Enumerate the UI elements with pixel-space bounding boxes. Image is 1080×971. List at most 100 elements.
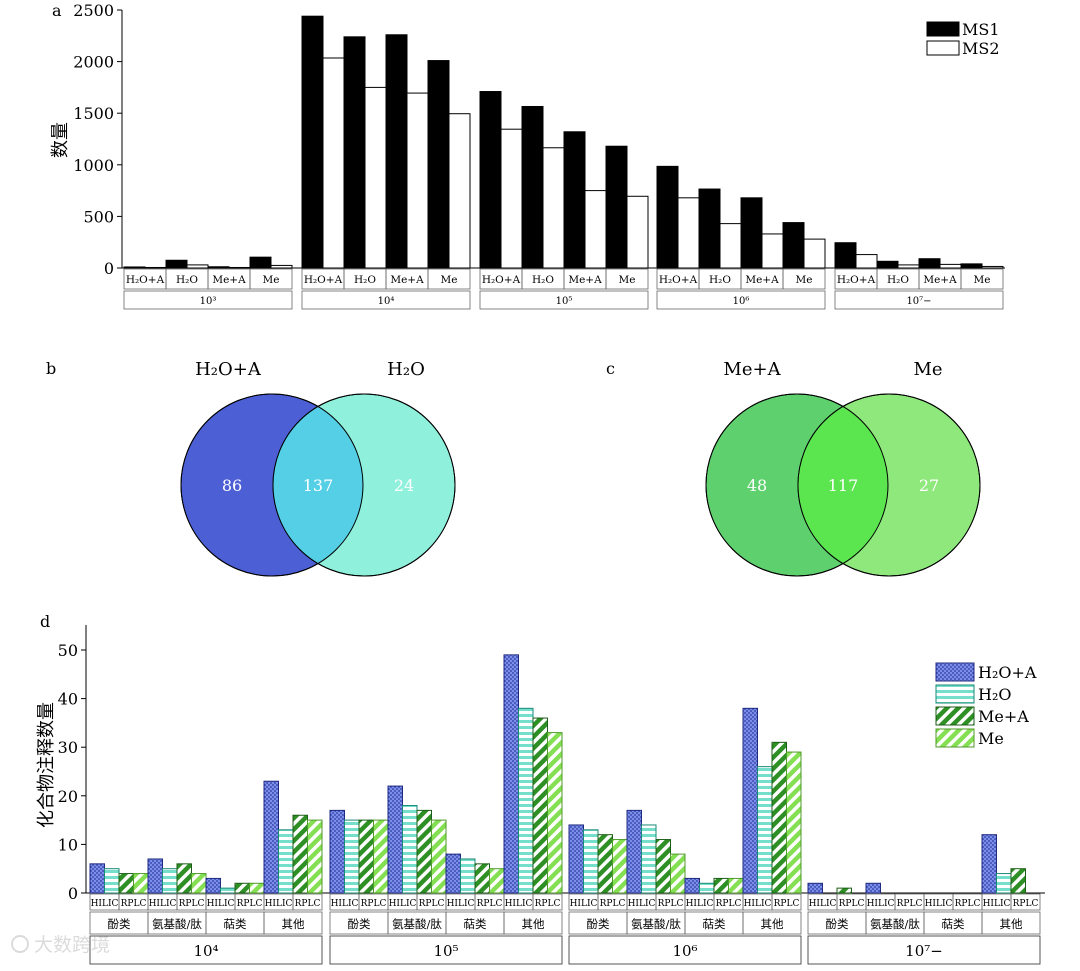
chart-a-bar-ms2-2-4 [448, 113, 471, 269]
chart-a-category-label: H₂O [176, 274, 198, 286]
chart-d-bar-3-1-hilic-1 [568, 824, 584, 894]
chart-a-bar-ms1-4-1 [656, 165, 679, 269]
chart-a-bar-ms2-3-4 [626, 195, 649, 269]
chart-d-mode-label: HILIC [809, 899, 837, 909]
venn-c: Me+A Me 48 117 27 [705, 359, 981, 577]
chart-a-bar-ms1-5-3 [918, 258, 941, 269]
chart-d-class-label: 氨基酸/肽 [631, 917, 681, 931]
chart-a-bar-ms2-2-2 [364, 86, 387, 269]
chart-a-bar-ms2-4-1 [677, 197, 700, 269]
chart-d-mode-label: HILIC [265, 899, 293, 909]
chart-a-group-cell [834, 290, 1004, 310]
chart-a-bar-ms1-4-2 [698, 188, 721, 269]
chart-d-bar-4-4-hilic-2 [996, 873, 1012, 894]
chart-d-bar-2-3-rplc-1 [474, 863, 490, 894]
chart-d-mode-label: RPLC [535, 899, 561, 909]
chart-d-legend: H₂O+A H₂O Me+A Me [935, 662, 1037, 748]
panel-a-label: a [52, 1, 62, 20]
chart-a-category-label: H₂O [887, 274, 909, 286]
chart-d-bar-1-1-rplc-2 [133, 873, 149, 894]
chart-a-legend-label-ms2: MS2 [962, 39, 1000, 58]
chart-a-bar-ms1-1-3 [207, 266, 230, 269]
chart-a-bar-ms1-4-3 [740, 197, 763, 269]
chart-d-class-label: 氨基酸/肽 [152, 917, 202, 931]
chart-d-mode-label: RPLC [600, 899, 626, 909]
chart-d-mode-label: HILIC [91, 899, 119, 909]
chart-d-class-label: 酚类 [587, 917, 610, 931]
chart-d-class-cell [742, 911, 802, 935]
chart-d-bar-3-2-rplc-1 [655, 839, 671, 894]
venn-b-outline-left [180, 393, 364, 577]
chart-d-bar-4-2-hilic-1 [865, 882, 881, 894]
chart-d-bar-2-2-rplc-1 [416, 809, 432, 894]
chart-a-category-label: H₂O+A [837, 274, 876, 286]
chart-d-mode-label: HILIC [570, 899, 598, 909]
chart-d-bar-3-3-rplc-2 [728, 877, 744, 894]
chart-d-mode-label: RPLC [955, 899, 981, 909]
chart-a-group-cell [656, 290, 826, 310]
venn-c-count-intersection: 117 [828, 476, 859, 495]
chart-d-class-cell [981, 911, 1041, 935]
chart-d-bar-2-1-hilic-1 [329, 809, 345, 894]
chart-d-concentration-cell [807, 935, 1041, 965]
chart-d-bar-3-2-hilic-1 [626, 809, 642, 894]
chart-a-bar-ms2-5-4 [981, 265, 1004, 269]
chart-d-y-tick-label: 10 [58, 835, 78, 854]
chart-a-y-tick-label: 2500 [73, 1, 114, 20]
chart-a-bar-ms1-2-2 [343, 36, 366, 269]
chart-a-y-axis-label: 数量 [50, 122, 71, 158]
chart-d-class-label: 萜类 [703, 917, 726, 931]
chart-d-mode-label: RPLC [419, 899, 445, 909]
chart-a-bar-ms1-5-2 [876, 260, 899, 269]
chart-a-group-cell [123, 290, 293, 310]
venn-c-intersection [798, 394, 888, 576]
chart-d-y-tick-label: 0 [68, 884, 78, 903]
chart-d-mode-label: HILIC [389, 899, 417, 909]
chart-d-bar-2-1-hilic-2 [344, 819, 360, 894]
chart-d-bar-1-3-hilic-2 [220, 887, 236, 894]
venn-c-count-right: 27 [919, 476, 939, 495]
chart-d-legend-label-3: Me+A [978, 707, 1029, 726]
chart-a-category-label: H₂O [532, 274, 554, 286]
chart-d-legend-swatch-3 [935, 706, 975, 726]
chart-d-mode-label: HILIC [925, 899, 953, 909]
venn-b-outline-right [272, 393, 456, 577]
chart-d-class-label: 酚类 [826, 917, 849, 931]
chart-d-bar-3-1-rplc-2 [612, 839, 628, 894]
chart-a-category-label: H₂O+A [126, 274, 165, 286]
chart-a-category-label: H₂O+A [659, 274, 698, 286]
venn-b-count-right: 24 [394, 476, 414, 495]
chart-a-category-label: H₂O [709, 274, 731, 286]
chart-a-category-label: Me [263, 274, 280, 286]
chart-a-category-label: H₂O [354, 274, 376, 286]
panel-d-label: d [40, 612, 50, 631]
chart-d-bar-3-3-hilic-1 [684, 877, 700, 894]
chart-a-bar-ms2-1-3 [228, 266, 251, 269]
chart-d-mode-label: RPLC [839, 899, 865, 909]
chart-d-mode-label: HILIC [505, 899, 533, 909]
chart-d-bar-4-1-rplc-1 [836, 887, 852, 894]
chart-d-bar-1-3-rplc-1 [234, 882, 250, 894]
chart-a-bar-ms1-2-3 [385, 34, 408, 269]
chart-d-bar-1-1-rplc-1 [118, 873, 134, 894]
chart-d-class-label: 萜类 [464, 917, 487, 931]
chart-d-class-label: 萜类 [224, 917, 247, 931]
panel-b-label: b [46, 359, 56, 378]
chart-a-bar-ms2-1-2 [186, 264, 209, 269]
venn-c-set-title-left: Me+A [723, 359, 781, 380]
chart-a-group-cell [479, 290, 649, 310]
chart-a: 数量 0 500 1000 1500 2000 2500 H₂O+A H₂O Me+A Me 10… [50, 1, 1005, 310]
chart-d-bar-4-1-hilic-1 [807, 882, 823, 894]
chart-a-category-label: Me [619, 274, 636, 286]
chart-d-bar-1-2-rplc-2 [191, 873, 207, 894]
chart-d-legend-label-1: H₂O+A [978, 663, 1037, 682]
chart-a-category-label: Me [441, 274, 458, 286]
chart-d-class-cell [263, 911, 323, 935]
chart-a-y-tick-label: 500 [83, 207, 114, 226]
chart-a-legend-swatch-ms1 [926, 21, 960, 37]
chart-a-category-label: H₂O+A [482, 274, 521, 286]
chart-d-bar-2-1-rplc-2 [373, 819, 389, 894]
chart-d-mode-label: RPLC [1013, 899, 1039, 909]
chart-d-mode-label: HILIC [331, 899, 359, 909]
